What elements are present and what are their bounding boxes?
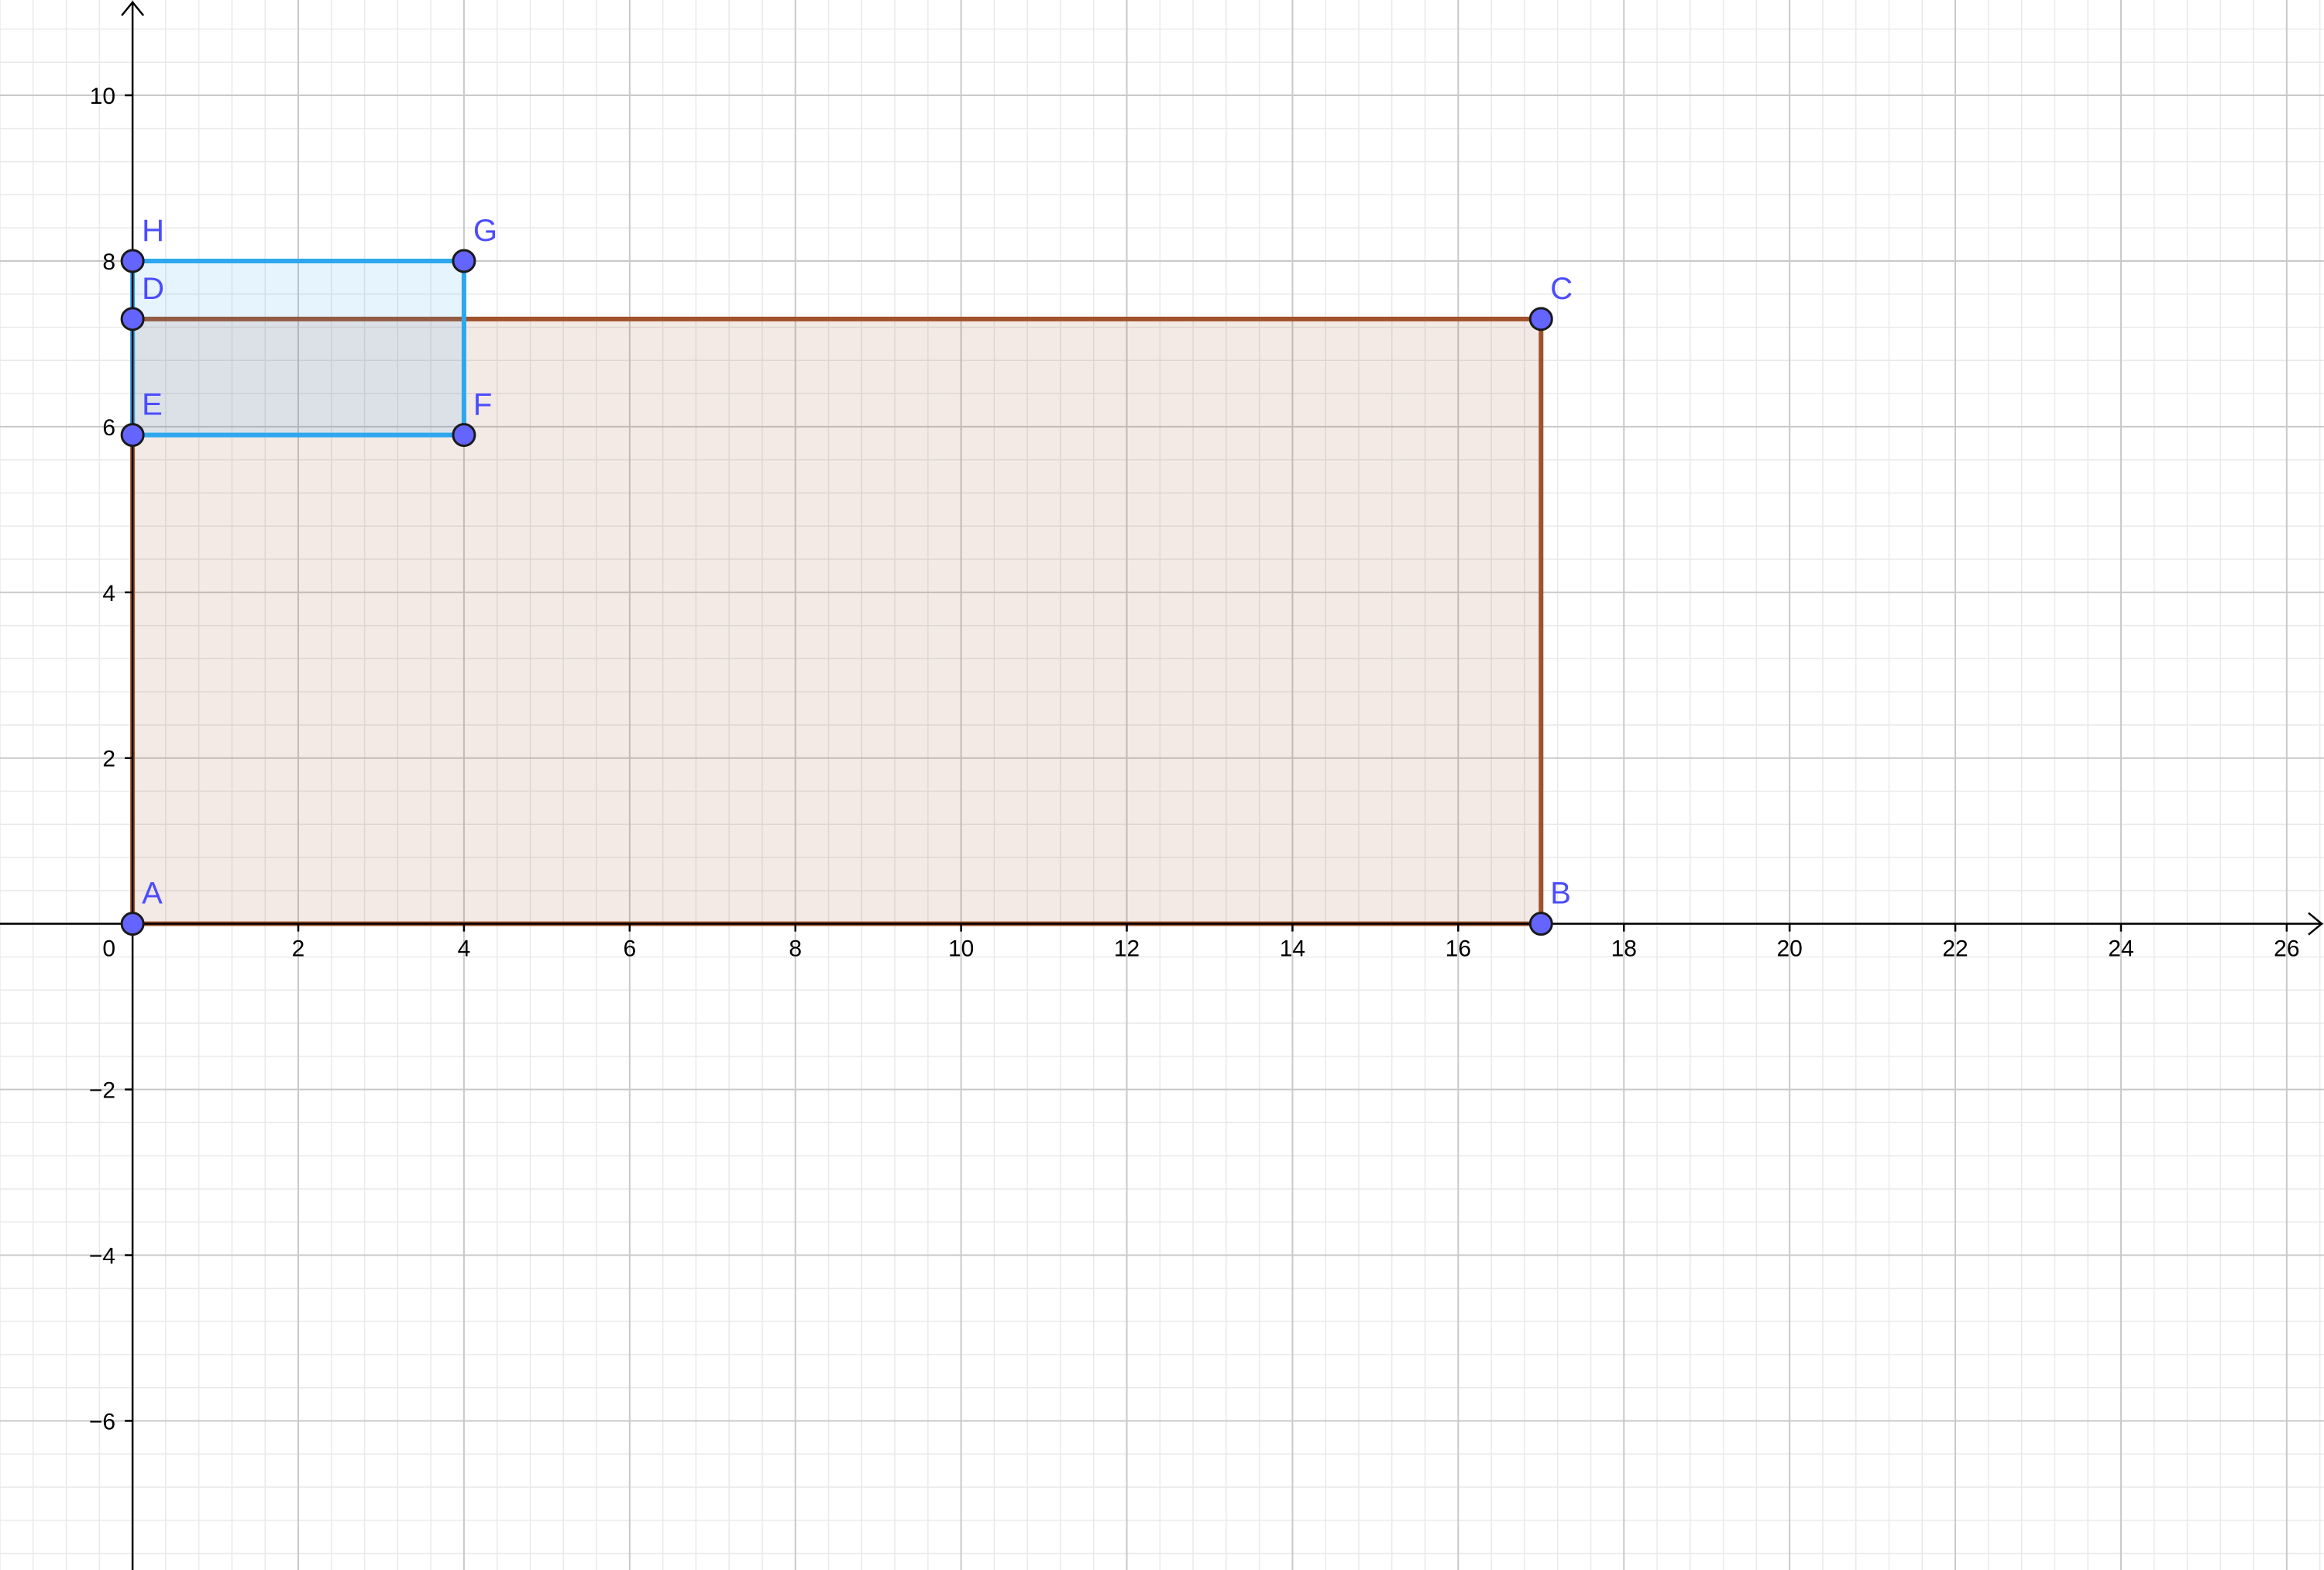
x-tick-label: 10 bbox=[948, 936, 974, 962]
x-tick-label: 20 bbox=[1776, 936, 1802, 962]
y-tick-label: 8 bbox=[102, 249, 115, 275]
x-tick-label: 24 bbox=[2108, 936, 2133, 962]
point-g[interactable] bbox=[452, 249, 476, 273]
point-f[interactable] bbox=[452, 423, 476, 448]
point-c[interactable] bbox=[1528, 307, 1553, 332]
point-label-b: B bbox=[1550, 877, 1571, 911]
polygons-layer bbox=[130, 258, 1544, 926]
y-axis-arrow-icon bbox=[121, 1, 145, 16]
point-label-c: C bbox=[1550, 272, 1573, 306]
point-label-h: H bbox=[142, 214, 164, 248]
x-tick-label: 4 bbox=[458, 936, 471, 962]
y-tick-label: −2 bbox=[89, 1078, 115, 1104]
point-d[interactable] bbox=[120, 307, 145, 332]
point-b[interactable] bbox=[1528, 912, 1553, 936]
x-tick-label: 12 bbox=[1114, 936, 1140, 962]
point-a[interactable] bbox=[120, 912, 145, 936]
x-tick-label: 2 bbox=[292, 936, 305, 962]
point-label-g: G bbox=[473, 214, 497, 248]
point-label-d: D bbox=[142, 272, 164, 306]
point-label-a: A bbox=[142, 877, 163, 911]
rectangle-efgh[interactable] bbox=[130, 258, 466, 438]
y-tick-label: 6 bbox=[102, 415, 115, 441]
x-tick-label: 22 bbox=[1942, 936, 1968, 962]
x-tick-label: 6 bbox=[623, 936, 636, 962]
y-tick-label: 10 bbox=[90, 84, 115, 109]
y-tick-label: 4 bbox=[102, 581, 115, 606]
y-tick-label: −4 bbox=[89, 1244, 115, 1269]
x-tick-label: 0 bbox=[102, 936, 115, 962]
x-tick-label: 14 bbox=[1280, 936, 1305, 962]
points-layer: A B C D E F G H bbox=[120, 214, 1573, 936]
point-h[interactable] bbox=[120, 249, 145, 273]
point-label-f: F bbox=[473, 388, 492, 422]
x-tick-label: 26 bbox=[2274, 936, 2299, 962]
point-e[interactable] bbox=[120, 423, 145, 448]
x-tick-label: 8 bbox=[789, 936, 802, 962]
x-axis-arrow-icon bbox=[2308, 912, 2323, 936]
point-label-e: E bbox=[142, 388, 163, 422]
y-tick-label: −6 bbox=[89, 1409, 115, 1434]
x-tick-label: 18 bbox=[1611, 936, 1637, 962]
y-tick-label: 2 bbox=[102, 747, 115, 772]
x-tick-label: 16 bbox=[1446, 936, 1471, 962]
